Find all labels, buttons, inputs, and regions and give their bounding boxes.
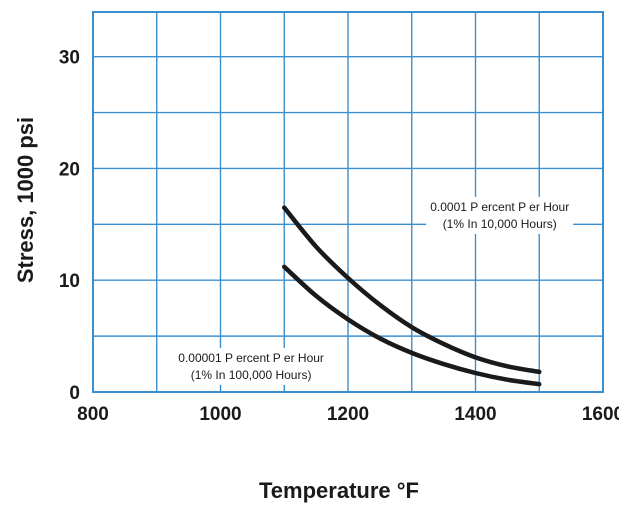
x-axis-title: Temperature °F (259, 478, 419, 503)
annotations: 0.0001 P ercent P er Hour (1% In 10,000 H… (174, 196, 574, 385)
x-tick-label: 1000 (199, 404, 241, 425)
plot-frame (92, 11, 604, 393)
annotation-background (174, 347, 328, 385)
x-tick-label: 1400 (454, 404, 496, 425)
y-tick-label: 20 (59, 159, 80, 180)
annotation-line-1: 0.0001 P ercent P er Hour (430, 200, 569, 214)
y-axis-title: Stress, 1000 psi (13, 117, 38, 283)
y-tick-labels: 0 10 20 30 (59, 48, 80, 404)
y-tick-label: 30 (59, 48, 80, 69)
series-line-2 (282, 264, 542, 387)
annotation-line-2: (1% In 10,000 Hours) (443, 217, 557, 231)
x-tick-label: 800 (77, 404, 109, 425)
annotation-line-2: (1% In 100,000 Hours) (191, 368, 312, 382)
x-tick-label: 1200 (327, 404, 369, 425)
x-tick-labels: 800 1000 1200 1400 1600 (77, 404, 619, 425)
x-tick-label: 1600 (582, 404, 619, 425)
y-tick-label: 0 (69, 383, 80, 404)
series-line-1 (282, 205, 542, 375)
annotation-1: 0.0001 P ercent P er Hour (1% In 10,000 H… (426, 196, 574, 234)
series-layer (282, 205, 542, 387)
y-tick-label: 10 (59, 271, 80, 292)
annotation-2: 0.00001 P ercent P er Hour (1% In 100,000… (174, 347, 328, 385)
annotation-background (426, 196, 574, 234)
annotation-line-1: 0.00001 P ercent P er Hour (178, 351, 324, 365)
